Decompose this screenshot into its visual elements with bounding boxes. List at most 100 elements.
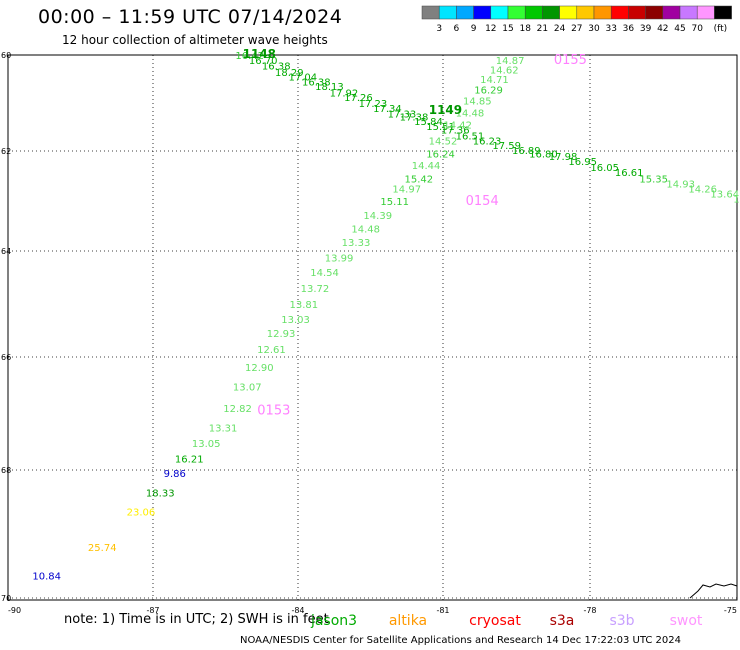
wave-height-label: 12.61 bbox=[257, 345, 286, 356]
wave-height-label: 15.84 bbox=[414, 117, 443, 128]
page-subtitle: 12 hour collection of altimeter wave hei… bbox=[62, 33, 328, 47]
legend-label: 42 bbox=[657, 24, 668, 34]
pass-time-label: 1148 bbox=[243, 47, 276, 61]
lon-tick-label: -81 bbox=[436, 606, 449, 615]
color-legend: 3 6 9 12 15 18 21 24 27 30 33 36 39 42 45 70 (ft) bbox=[421, 5, 732, 34]
wave-height-label: 14.39 bbox=[363, 211, 392, 222]
legend-swatch bbox=[714, 5, 732, 20]
wave-height-label: 16.95 bbox=[568, 157, 597, 168]
wave-height-label: 17.23 bbox=[359, 99, 388, 110]
pass-time-label: 0153 bbox=[257, 404, 290, 419]
legend-label: 39 bbox=[640, 24, 652, 34]
lat-tick-label: 60 bbox=[1, 51, 11, 60]
legend-label: 36 bbox=[623, 24, 635, 34]
wave-height-label: 15.51 bbox=[426, 122, 455, 133]
pass-time-label: 1149 bbox=[429, 103, 462, 117]
wave-height-label: 12.93 bbox=[267, 329, 296, 340]
wave-height-label: 13.05 bbox=[192, 439, 221, 450]
legend-label: 70 bbox=[691, 24, 703, 34]
wave-height-label: 16.70 bbox=[249, 56, 278, 67]
wave-height-label: 16.38 bbox=[262, 62, 291, 73]
legend-label: 27 bbox=[571, 24, 582, 34]
wave-height-label: 13.99 bbox=[325, 253, 354, 264]
wave-height-label: 14.48 bbox=[351, 225, 380, 236]
lat-tick-label: 66 bbox=[1, 353, 11, 362]
wave-height-label: 10.84 bbox=[32, 572, 61, 583]
lon-tick-label: -78 bbox=[583, 606, 596, 615]
wave-height-label: 17.36 bbox=[441, 125, 470, 136]
wave-height-label: 16.21 bbox=[175, 455, 204, 466]
wave-height-label: 17.26 bbox=[344, 93, 373, 104]
wave-height-label: 16.23 bbox=[473, 136, 502, 147]
legend-unit: (ft) bbox=[714, 24, 728, 34]
wave-height-label: 17.59 bbox=[492, 141, 521, 152]
legend-label: 15 bbox=[502, 24, 513, 34]
lat-tick-label: 64 bbox=[1, 247, 11, 256]
wave-height-label: 13.07 bbox=[233, 382, 262, 393]
wave-height-label: 15.11 bbox=[380, 197, 409, 208]
wave-height-label: 17.34 bbox=[373, 104, 402, 115]
wave-height-label: 18.29 bbox=[275, 68, 304, 79]
lat-tick-label: 70 bbox=[1, 594, 11, 603]
wave-height-label: 17.92 bbox=[330, 88, 359, 99]
legend-label: 12 bbox=[485, 24, 496, 34]
wave-height-label: 18.13 bbox=[315, 82, 344, 93]
legend-label: 45 bbox=[674, 24, 685, 34]
wave-height-label: 16.38 bbox=[302, 77, 331, 88]
legend-label: 24 bbox=[554, 24, 566, 34]
wave-height-label: 13.64 bbox=[710, 190, 739, 201]
legend-label: 21 bbox=[537, 24, 548, 34]
wave-height-label: 13.03 bbox=[281, 315, 310, 326]
footer-note: note: 1) Time is in UTC; 2) SWH is in fe… bbox=[64, 612, 329, 627]
lat-tick-label: 62 bbox=[1, 147, 11, 156]
wave-height-label: 12.82 bbox=[223, 404, 252, 415]
wave-height-label: 14.85 bbox=[463, 97, 492, 108]
wave-height-label: 13.33 bbox=[342, 238, 371, 249]
wave-height-label: 14.6 bbox=[733, 195, 740, 206]
wave-height-label: 14.42 bbox=[443, 121, 472, 132]
wave-height-label: 16.24 bbox=[426, 150, 455, 161]
wave-height-label: 15.42 bbox=[405, 175, 434, 186]
wave-height-label: 14.26 bbox=[688, 185, 717, 196]
legend-label: 3 bbox=[436, 24, 442, 34]
wave-height-label: 16.51 bbox=[456, 132, 485, 143]
lat-tick-label: 68 bbox=[1, 466, 11, 475]
legend-label: 6 bbox=[454, 24, 460, 34]
wave-height-label: 23.06 bbox=[127, 508, 156, 519]
wave-height-label: 9.86 bbox=[164, 469, 186, 480]
map-frame bbox=[7, 54, 738, 601]
lon-tick-label: -90 bbox=[8, 606, 21, 615]
wave-height-label: 18.33 bbox=[146, 488, 175, 499]
wave-height-label: 15.35 bbox=[639, 175, 668, 186]
wave-height-label: 17.38 bbox=[400, 112, 429, 123]
wave-height-label: 14.97 bbox=[392, 185, 421, 196]
wave-height-label: 14.87 bbox=[496, 56, 525, 67]
legend-label: 18 bbox=[519, 24, 531, 34]
lon-tick-label: -84 bbox=[291, 606, 304, 615]
pass-time-label: 0154 bbox=[466, 194, 499, 209]
footer-credit: NOAA/NESDIS Center for Satellite Applica… bbox=[240, 635, 682, 646]
wave-height-label: 17.33 bbox=[388, 110, 417, 121]
wave-height-label: 13.72 bbox=[301, 284, 330, 295]
wave-height-label: 25.74 bbox=[88, 543, 117, 554]
legend-label: 9 bbox=[471, 24, 477, 34]
wave-height-label: 17.04 bbox=[289, 73, 318, 84]
page-title: 00:00 – 11:59 UTC 07/14/2024 bbox=[38, 6, 343, 28]
wave-height-label: 14.54 bbox=[310, 268, 339, 279]
wave-height-label: 16.29 bbox=[474, 86, 503, 97]
wave-height-label: 16.61 bbox=[615, 168, 644, 179]
wave-height-label: 17.98 bbox=[549, 152, 578, 163]
wave-height-label: 14.52 bbox=[429, 136, 458, 147]
wave-height-label: 16.05 bbox=[590, 163, 619, 174]
wave-height-label: 14.71 bbox=[480, 75, 509, 86]
wave-height-label: 12.90 bbox=[245, 363, 274, 374]
legend-label: 33 bbox=[605, 24, 616, 34]
wave-height-label: 13.81 bbox=[289, 300, 318, 311]
coastline bbox=[689, 583, 738, 599]
wave-height-label: 14.44 bbox=[412, 161, 441, 172]
legend-label: 30 bbox=[588, 24, 600, 34]
wave-height-label: 14.48 bbox=[456, 109, 485, 120]
wave-height-label: 14.93 bbox=[666, 180, 695, 191]
